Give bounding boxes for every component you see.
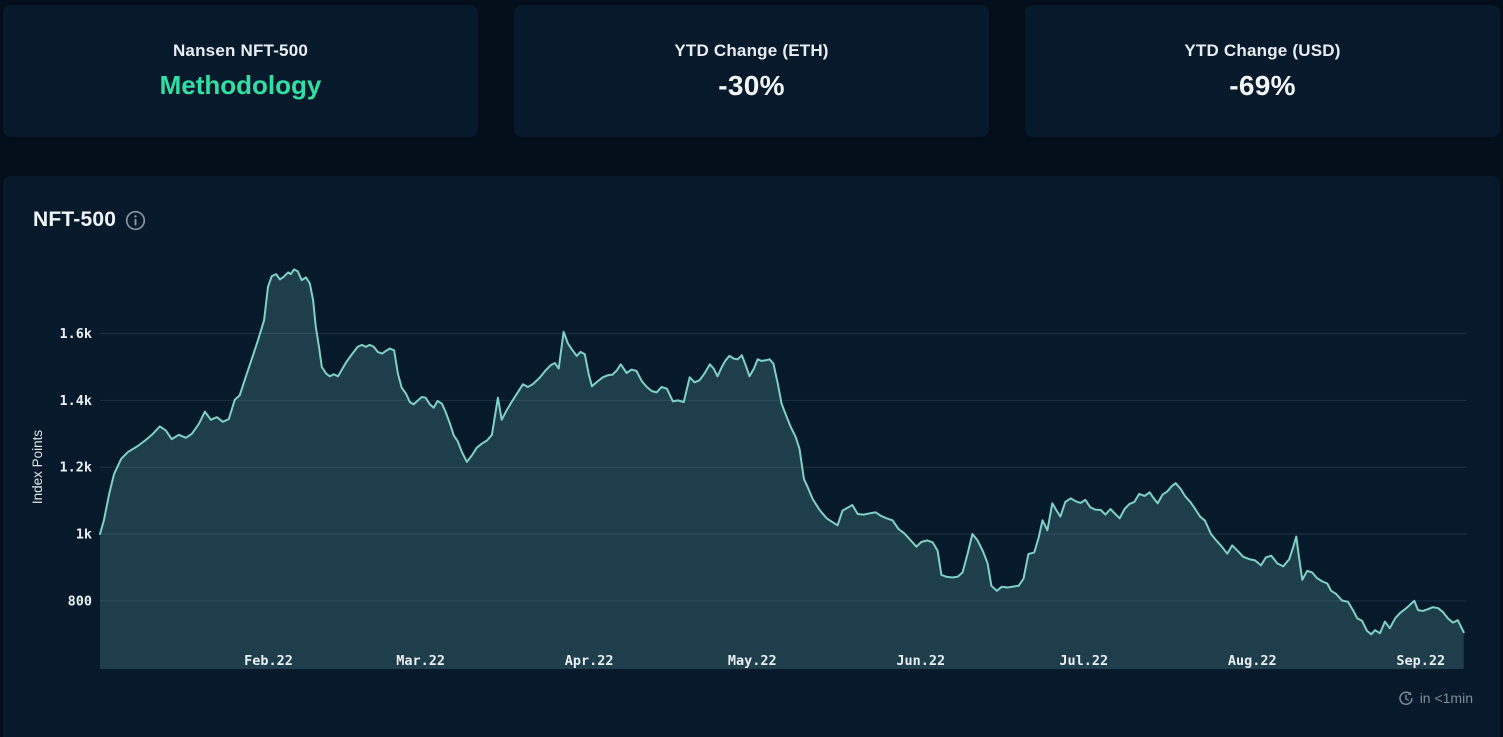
nft-500-index-chart[interactable]: 800 1k 1.2k 1.4k 1.6k Feb.22 Mar.22 Apr.22 May.2… <box>3 176 1500 737</box>
chart-panel-header: NFT-500 <box>33 208 146 232</box>
card-methodology-title: Nansen NFT-500 <box>172 41 309 60</box>
index-area-fill <box>100 269 1464 669</box>
refresh-countdown-text: in <1min <box>1419 690 1473 706</box>
x-tick-Aug.22: Aug.22 <box>1228 653 1277 669</box>
x-tick-Mar.22: Mar.22 <box>396 653 445 669</box>
card-ytd-usd-value: -69% <box>1229 69 1296 101</box>
x-tick-Sep.22: Sep.22 <box>1396 653 1445 669</box>
x-tick-May.22: May.22 <box>728 653 777 669</box>
y-tick-1.6k: 1.6k <box>59 326 92 342</box>
chart-panel: NFT-500 800 1k 1.2k 1.4k 1.6k Feb.22 Mar.22 Apr… <box>3 176 1500 737</box>
card-ytd-eth-value: -30% <box>718 69 785 101</box>
card-ytd-eth-title: YTD Change (ETH) <box>674 40 829 60</box>
x-tick-Apr.22: Apr.22 <box>565 653 614 669</box>
info-icon[interactable] <box>125 210 146 231</box>
y-tick-1.2k: 1.2k <box>59 460 92 476</box>
card-ytd-change-eth: YTD Change (ETH) -30% <box>514 5 989 137</box>
y-tick-1k: 1k <box>76 527 92 543</box>
y-tick-1.4k: 1.4k <box>59 393 92 409</box>
refresh-clock-icon <box>1399 691 1413 705</box>
index-line <box>99 268 1465 636</box>
chart-title: NFT-500 <box>33 208 117 231</box>
stat-cards-row: Nansen NFT-500 Methodology YTD Change (E… <box>3 5 1500 137</box>
x-tick-Jun.22: Jun.22 <box>896 653 945 669</box>
y-axis-title: Index Points <box>30 430 45 505</box>
card-methodology: Nansen NFT-500 Methodology <box>3 5 478 137</box>
card-ytd-usd-title: YTD Change (USD) <box>1184 40 1341 60</box>
y-tick-800: 800 <box>68 593 92 609</box>
x-tick-Jul.22: Jul.22 <box>1059 653 1108 669</box>
methodology-link[interactable]: Methodology <box>159 70 322 100</box>
refresh-status: in <1min <box>1398 690 1473 706</box>
card-ytd-change-usd: YTD Change (USD) -69% <box>1025 5 1500 137</box>
x-tick-Feb.22: Feb.22 <box>244 653 293 669</box>
